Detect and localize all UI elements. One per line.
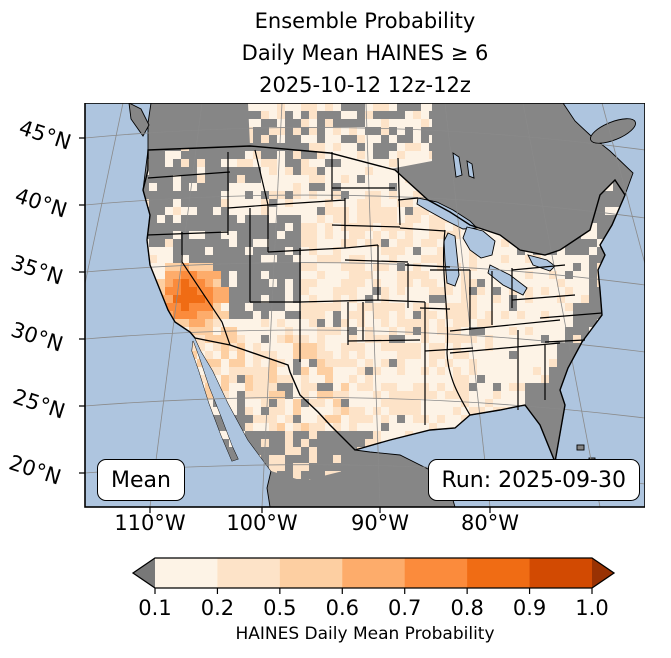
colorbar-segment [529,558,593,588]
colorbar-segment [217,558,281,588]
lake-manitoba [466,160,475,179]
lat-tick-label-20n: 20°N [6,450,64,490]
colorbar-segment [279,558,343,588]
colorbar-tick-label: 0.8 [450,596,483,620]
lakes [416,152,556,296]
colorbar-tick-label: 1.0 [575,596,608,620]
map-frame [84,103,645,508]
colorbar-tick-label: 0.6 [326,596,359,620]
lon-tick-label-90w: 90°W [351,511,409,535]
colorbar-under-arrow [133,558,155,588]
lon-tick-label-110w: 110°W [114,511,186,535]
colorbar-tick-label: 0.9 [513,596,546,620]
stat-badge: Mean [97,459,185,501]
colorbar-segment [342,558,406,588]
island-speck [576,444,585,451]
lat-tick-label-45n: 45°N [16,115,74,155]
lat-tick-label-35n: 35°N [8,250,66,290]
lake-winnipeg [452,152,463,178]
colorbar-label: HAINES Daily Mean Probability [235,624,495,644]
lon-tick-label-100w: 100°W [226,511,298,535]
nova-scotia [590,118,636,144]
colorbar-tick-label: 0.2 [201,596,234,620]
lake-michigan [443,232,460,287]
colorbar-tick-label: 0.5 [263,596,296,620]
colorbar-tick-label: 0.1 [138,596,171,620]
colorbar-over-arrow [592,558,614,588]
colorbar-segment [155,558,218,588]
lake-erie [487,264,528,296]
lat-tick-label-40n: 40°N [12,183,70,223]
lake-huron [462,226,496,259]
lat-tick-label-30n: 30°N [8,317,66,357]
colorbar-tick-label: 0.7 [388,596,421,620]
figure-title: Ensemble Probability Daily Mean HAINES ≥… [85,5,645,101]
state-borders [146,149,603,425]
colorbar: 0.1 0.2 0.5 0.6 0.7 0.8 0.9 1.0 [131,557,616,620]
colorbar-segment [467,558,531,588]
vancouver-island [128,103,150,137]
lat-tick-label-25n: 25°N [10,384,68,424]
colorbar-segment [404,558,468,588]
lon-tick-label-80w: 80°W [461,511,519,535]
map-plot [79,103,645,513]
title-line-2: Daily Mean HAINES ≥ 6 [241,41,489,65]
run-date-badge: Run: 2025-09-30 [427,459,640,501]
title-line-3: 2025-10-12 12z-12z [259,73,471,97]
axis-ticks [79,137,491,513]
title-line-1: Ensemble Probability [254,9,476,33]
